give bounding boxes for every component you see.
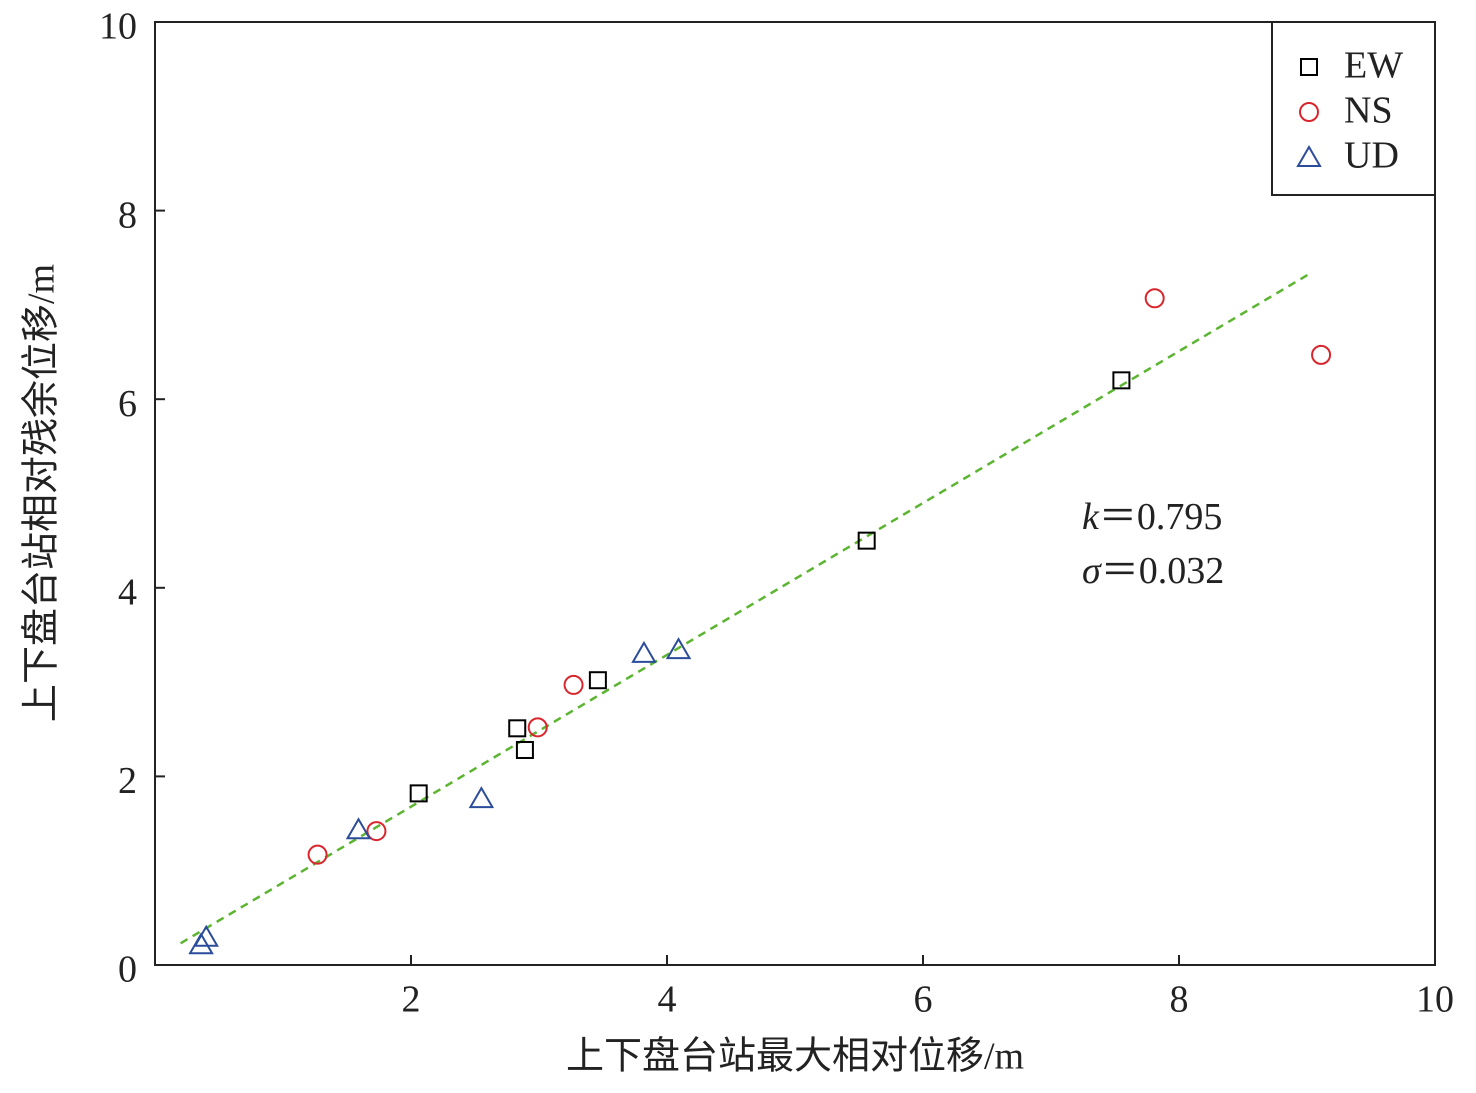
x-tick-label: 4	[658, 979, 677, 1021]
circle-marker	[563, 674, 584, 695]
annotation-symbol: σ	[1082, 550, 1102, 592]
circle-marker	[527, 717, 548, 738]
triangle-marker	[665, 637, 692, 660]
fit-line	[179, 272, 1311, 945]
square-marker	[409, 784, 428, 803]
square-marker	[1112, 371, 1131, 390]
triangle-marker	[345, 817, 372, 840]
circle-marker	[1144, 288, 1165, 309]
plot-frame	[154, 21, 1436, 966]
annotation: σ＝0.032	[1082, 550, 1224, 592]
x-tick-label: 2	[402, 979, 421, 1021]
y-tick-label: 10	[99, 6, 137, 48]
legend-label: EW	[1344, 45, 1403, 87]
y-axis-label: 上下盘台站相对残余位移/m	[21, 264, 63, 722]
annotation-text: ＝0.032	[1101, 550, 1225, 592]
legend-marker	[1296, 145, 1322, 167]
legend-label: UD	[1344, 135, 1399, 177]
triangle-marker	[193, 924, 219, 947]
circle-marker	[307, 844, 328, 865]
annotation-symbol: k	[1082, 496, 1100, 538]
square-marker	[515, 740, 534, 759]
y-tick-label: 8	[118, 194, 137, 236]
y-tick-label: 4	[118, 572, 137, 614]
x-tick-label: 8	[1170, 979, 1189, 1021]
y-tick-label: 2	[118, 760, 137, 802]
legend-marker	[1299, 102, 1319, 122]
x-tick-label: 6	[914, 979, 933, 1021]
triangle-marker	[631, 640, 657, 663]
circle-marker	[366, 821, 387, 842]
y-tick-label: 0	[118, 949, 137, 991]
legend-marker	[1300, 58, 1318, 76]
legend-label: NS	[1344, 90, 1393, 132]
annotation: k＝0.795	[1082, 496, 1222, 538]
triangle-marker	[468, 786, 495, 809]
x-axis-label: 上下盘台站最大相对位移/m	[566, 1036, 1024, 1078]
annotation-text: ＝0.795	[1099, 496, 1223, 538]
square-marker	[508, 719, 527, 738]
circle-marker	[1311, 344, 1332, 365]
y-tick-label: 6	[118, 383, 137, 425]
x-tick-label: 10	[1416, 979, 1454, 1021]
square-marker	[588, 671, 607, 690]
square-marker	[857, 531, 876, 550]
